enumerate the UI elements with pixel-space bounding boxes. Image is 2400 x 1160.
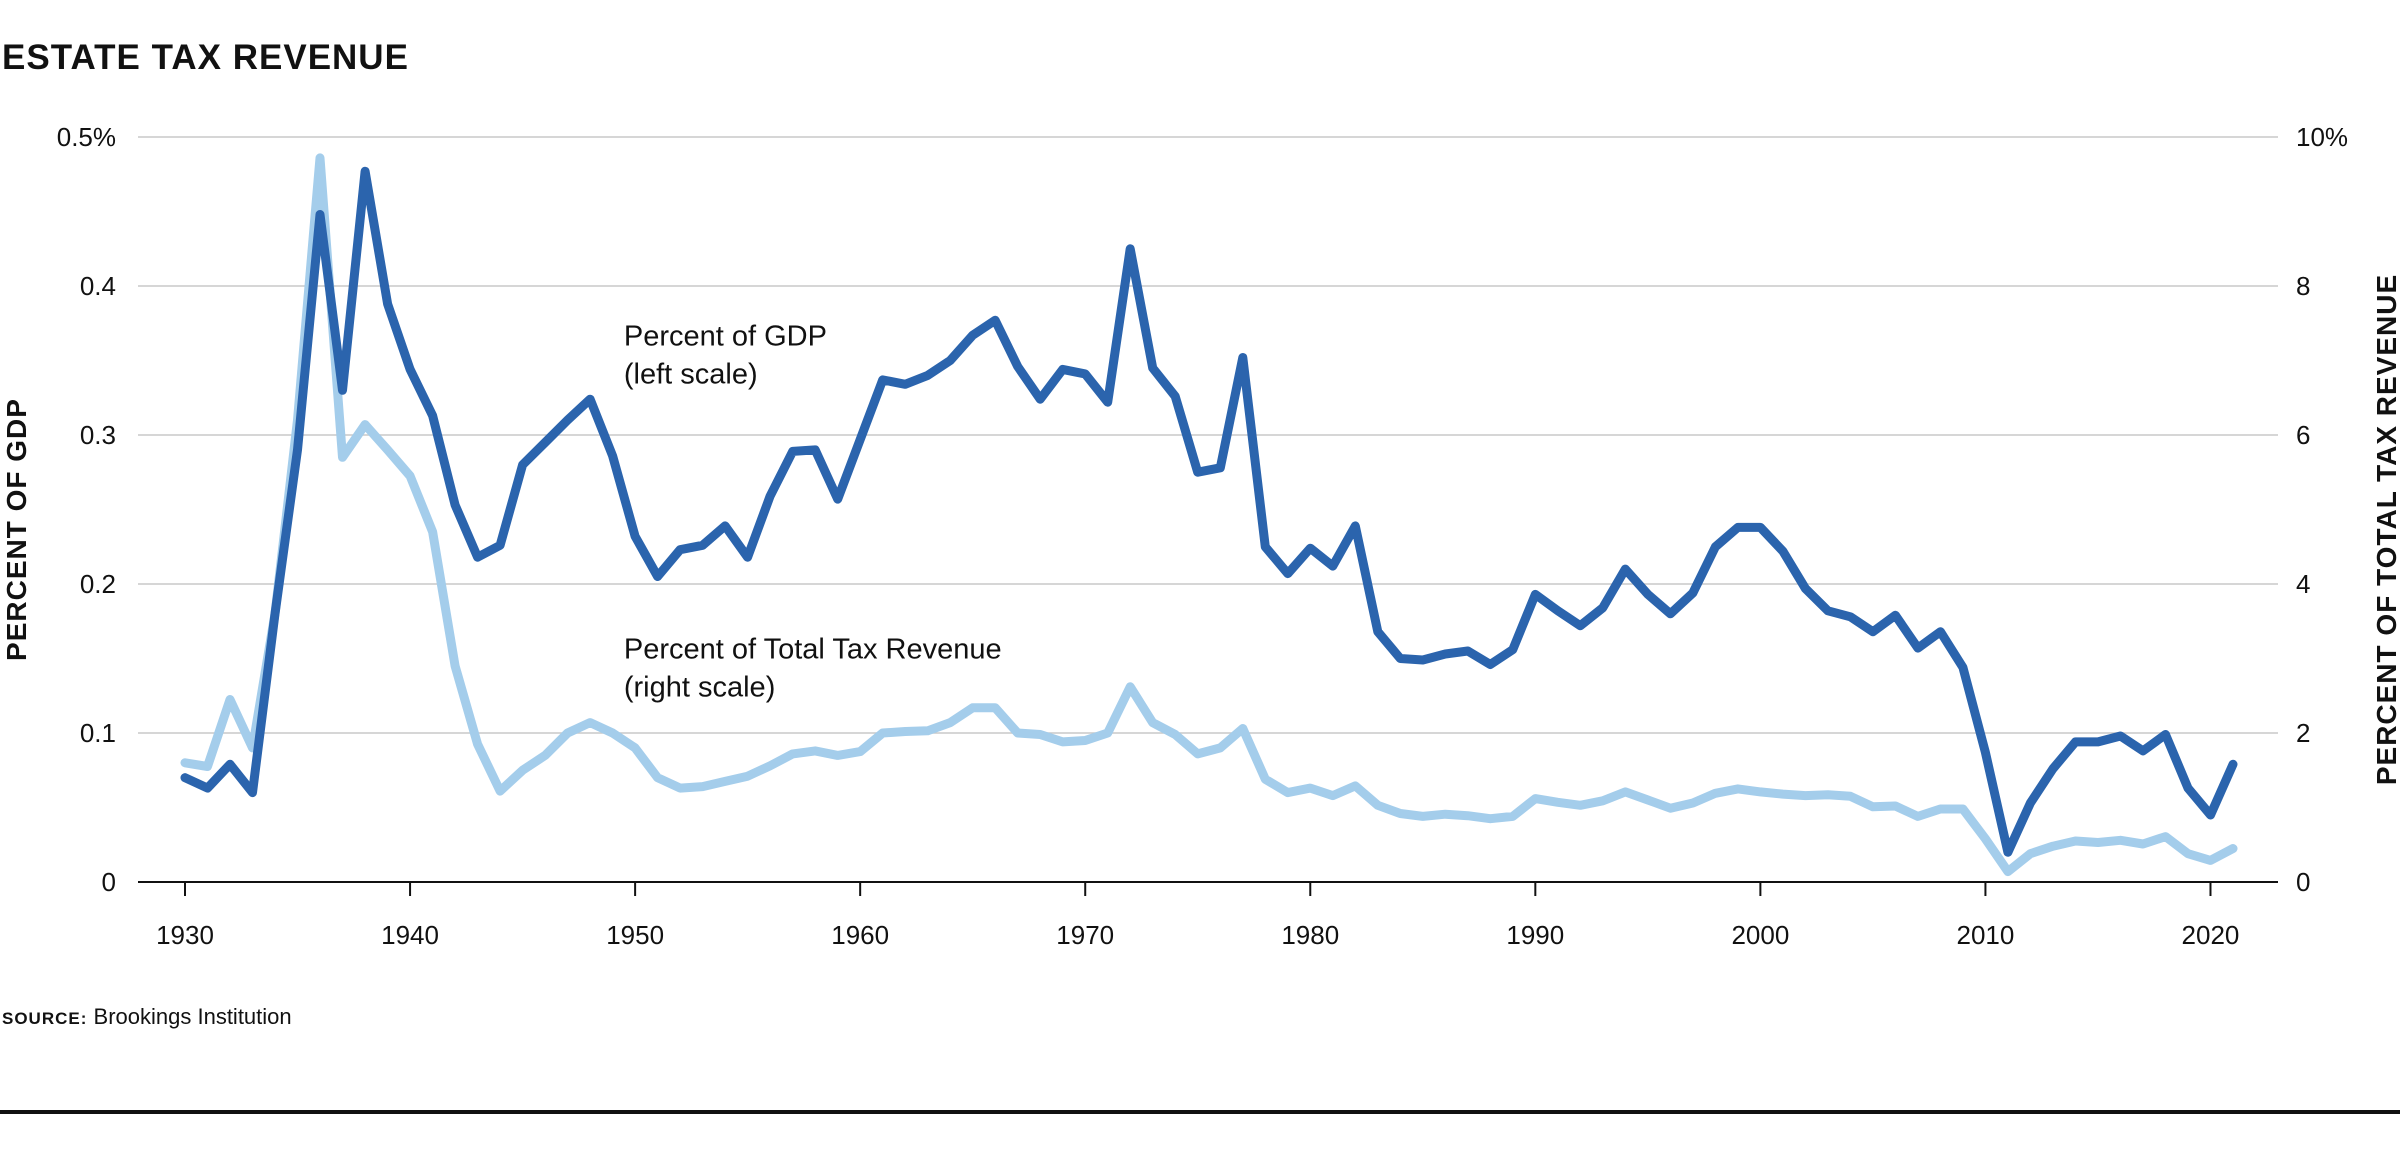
y2-tick-label: 6 — [2296, 420, 2310, 450]
y-tick-label: 0.2 — [80, 569, 116, 599]
annotations: Percent of GDP (left scale) Percent of Tot… — [624, 321, 1002, 704]
bottom-rule — [0, 1110, 2400, 1114]
x-tick-label: 2010 — [1957, 920, 2015, 950]
series-line-percent-of-gdp — [180, 166, 2238, 857]
axes: 0 0.1 0.2 0.3 0.4 0.5% 0 2 4 6 8 10% 1930 1940 1950 196… — [1, 122, 2400, 950]
gridlines — [138, 136, 2278, 883]
x-tick-label: 1980 — [1281, 920, 1339, 950]
annotation-label: Percent of GDP — [624, 321, 827, 353]
annotation-label: Percent of Total Tax Revenue — [624, 634, 1002, 666]
source-note: SOURCE: Brookings Institution — [2, 1004, 292, 1030]
y2-tick-label: 0 — [2296, 867, 2310, 897]
annotation-label: (right scale) — [624, 672, 776, 704]
chart-title: ESTATE TAX REVENUE — [2, 38, 409, 77]
x-tick-label: 1970 — [1056, 920, 1114, 950]
source-label: SOURCE: — [2, 1009, 88, 1028]
series — [180, 153, 2238, 877]
y2-tick-label: 4 — [2296, 569, 2310, 599]
y-axis-title: PERCENT OF GDP — [1, 398, 32, 661]
y2-axis-title: PERCENT OF TOTAL TAX REVENUE — [2371, 274, 2400, 785]
y2-tick-label: 10% — [2296, 122, 2348, 152]
y-tick-label: 0.5% — [57, 122, 116, 152]
y2-tick-label: 2 — [2296, 718, 2310, 748]
x-tick-label: 1960 — [831, 920, 889, 950]
x-tick-label: 2020 — [2182, 920, 2240, 950]
y-tick-label: 0 — [102, 867, 116, 897]
x-tick-label: 1940 — [381, 920, 439, 950]
y-tick-label: 0.1 — [80, 718, 116, 748]
series-line-percent-of-total-tax-revenue — [180, 153, 2238, 877]
source-text: Brookings Institution — [93, 1004, 292, 1029]
x-tick-label: 1950 — [606, 920, 664, 950]
x-tick-label: 1930 — [156, 920, 214, 950]
annotation-label: (left scale) — [624, 359, 758, 391]
x-tick-label: 1990 — [1506, 920, 1564, 950]
y-tick-label: 0.4 — [80, 271, 116, 301]
y-tick-label: 0.3 — [80, 420, 116, 450]
x-tick-label: 2000 — [1731, 920, 1789, 950]
y2-tick-label: 8 — [2296, 271, 2310, 301]
